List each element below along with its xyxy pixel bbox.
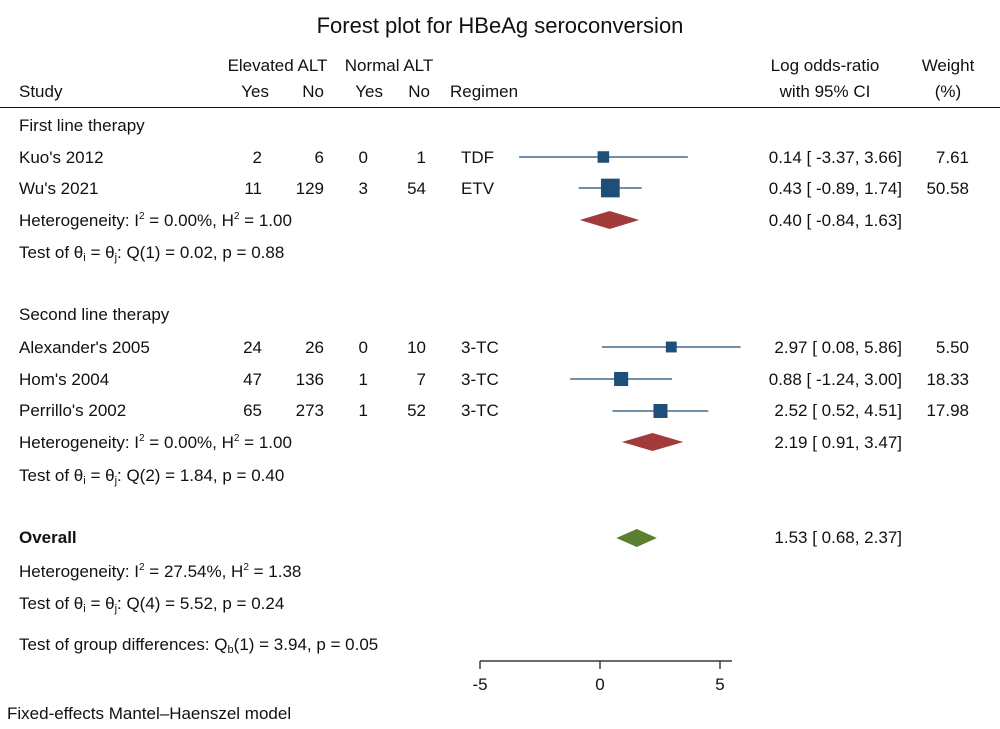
test-text: Test of θi = θj: Q(2) = 1.84, p = 0.40 [19,466,285,487]
study-name: Wu's 2021 [19,179,99,198]
subgroup-diamond [579,211,640,229]
footnote: Fixed-effects Mantel–Haenszel model [7,704,292,723]
cell-normal-yes: 0 [358,338,368,357]
cell-ci-text: 2.52 [ 0.52, 4.51] [774,401,902,420]
cell-weight: 5.50 [935,338,969,357]
cell-normal-yes: 0 [358,148,368,167]
header-elevated-alt: Elevated ALT [227,56,328,75]
cell-weight: 18.33 [926,370,969,389]
pooled-ci-text: 0.40 [ -0.84, 1.63] [768,211,902,230]
cell-weight: 17.98 [926,401,969,420]
study-marker [665,341,677,353]
cell-normal-no: 54 [407,179,426,198]
overall-test-text: Test of θi = θj: Q(4) = 5.52, p = 0.24 [19,594,285,615]
cell-regimen: 3-TC [461,401,499,420]
cell-elevated-yes: 47 [243,370,262,389]
cell-ci-text: 0.14 [ -3.37, 3.66] [768,148,902,167]
pooled-ci-text: 2.19 [ 0.91, 3.47] [774,433,902,452]
cell-elevated-no: 26 [305,338,324,357]
cell-elevated-yes: 65 [243,401,262,420]
cell-normal-no: 52 [407,401,426,420]
cell-elevated-no: 6 [314,148,324,167]
header-rule [0,107,1000,108]
header-normal-alt: Normal ALT [344,56,434,75]
heterogeneity-text: Heterogeneity: I2 = 0.00%, H2 = 1.00 [19,211,292,230]
cell-elevated-no: 273 [295,401,324,420]
cell-ci-text: 2.97 [ 0.08, 5.86] [774,338,902,357]
group-label: First line therapy [19,116,145,135]
header-effect-line1: Log odds-ratio [770,56,880,75]
subgroup-diamond [621,433,684,451]
chart-title: Forest plot for HBeAg seroconversion [316,13,684,38]
cell-weight: 50.58 [926,179,969,198]
header-normal-yes: Yes [355,82,383,101]
header-effect-line2: with 95% CI [779,82,871,101]
header-study: Study [19,82,63,101]
study-marker [597,151,610,163]
overall-ci-text: 1.53 [ 0.68, 2.37] [774,528,902,547]
cell-normal-no: 10 [407,338,426,357]
group-differences-text: Test of group differences: Qb(1) = 3.94,… [19,635,379,656]
study-name: Kuo's 2012 [19,148,104,167]
header-elevated-yes: Yes [241,82,269,101]
cell-weight: 7.61 [935,148,969,167]
cell-elevated-no: 129 [295,179,324,198]
overall-diamond [616,529,657,547]
study-marker [653,404,668,418]
cell-elevated-yes: 11 [244,179,262,198]
cell-elevated-yes: 24 [243,338,262,357]
header-elevated-no: No [302,82,324,101]
overall-label: Overall [19,528,77,547]
cell-normal-yes: 3 [358,179,368,198]
cell-normal-no: 1 [416,148,426,167]
cell-ci-text: 0.88 [ -1.24, 3.00] [768,370,902,389]
header-normal-no: No [408,82,430,101]
cell-regimen: TDF [461,148,495,167]
cell-normal-yes: 1 [358,401,368,420]
study-marker [600,178,620,198]
cell-normal-no: 7 [416,370,426,389]
header-weight-line1: Weight [921,56,975,75]
group-label: Second line therapy [19,305,170,324]
header-regimen: Regimen [450,82,519,101]
study-marker [614,371,629,387]
overall-heterogeneity-text: Heterogeneity: I2 = 27.54%, H2 = 1.38 [19,562,302,581]
header-weight-line2: (%) [934,82,962,101]
cell-ci-text: 0.43 [ -0.89, 1.74] [768,179,902,198]
cell-regimen: 3-TC [461,338,499,357]
cell-regimen: 3-TC [461,370,499,389]
heterogeneity-text: Heterogeneity: I2 = 0.00%, H2 = 1.00 [19,433,292,452]
x-tick-label: -5 [472,675,487,694]
cell-elevated-yes: 2 [252,148,262,167]
x-tick-label: 0 [595,675,604,694]
x-tick-label: 5 [715,675,724,694]
test-text: Test of θi = θj: Q(1) = 0.02, p = 0.88 [19,243,285,264]
cell-elevated-no: 136 [295,370,324,389]
study-name: Hom's 2004 [19,370,110,389]
study-name: Alexander's 2005 [19,338,150,357]
cell-normal-yes: 1 [358,370,368,389]
cell-regimen: ETV [461,179,495,198]
study-name: Perrillo's 2002 [19,401,127,420]
